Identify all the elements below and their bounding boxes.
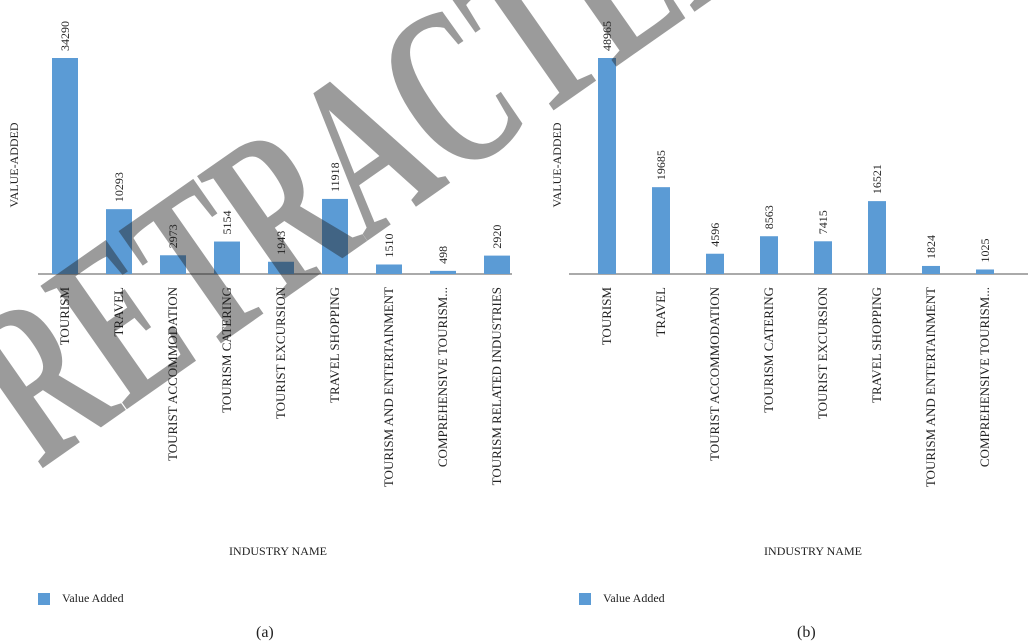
category-label: COMPREHENSIVE TOURISM... bbox=[435, 287, 450, 467]
category-label: TOURIST ACCOMMODATION bbox=[165, 286, 180, 461]
bar bbox=[868, 201, 886, 274]
bar bbox=[160, 255, 186, 274]
bar bbox=[322, 198, 348, 274]
legend-a: Value Added bbox=[38, 591, 124, 606]
data-label: 4596 bbox=[708, 223, 722, 247]
category-label: TRAVEL bbox=[653, 287, 668, 337]
bar-chart-b: VALUE-ADDED 48965 TOURISM 19685 TRAVEL 4596 TO… bbox=[550, 21, 1028, 558]
bar bbox=[214, 241, 240, 274]
bar bbox=[760, 236, 778, 274]
category-label: TRAVEL SHOPPING bbox=[869, 287, 884, 403]
bar bbox=[706, 253, 724, 274]
category-label: TOURISM bbox=[599, 287, 614, 346]
data-label: 498 bbox=[436, 246, 450, 264]
category-label: TRAVEL bbox=[111, 287, 126, 337]
x-axis-label: INDUSTRY NAME bbox=[229, 544, 327, 558]
bar bbox=[922, 265, 940, 274]
data-label: 10293 bbox=[112, 172, 126, 202]
category-label: TOURISM CATERING bbox=[761, 287, 776, 413]
legend-b: Value Added bbox=[579, 591, 665, 606]
data-label: 19685 bbox=[654, 150, 668, 180]
data-label: 7415 bbox=[816, 210, 830, 234]
category-label: TOURIST EXCURSION bbox=[815, 286, 830, 419]
legend-swatch-b bbox=[579, 592, 591, 605]
bar bbox=[484, 255, 510, 274]
category-label: TOURISM RELATED INDUSTRIES bbox=[489, 287, 504, 485]
data-label: 48965 bbox=[600, 21, 614, 51]
bar bbox=[268, 261, 294, 274]
category-label: TOURISM bbox=[57, 287, 72, 346]
bar bbox=[52, 58, 78, 274]
data-label: 16521 bbox=[870, 164, 884, 194]
bar bbox=[598, 58, 616, 274]
panel-caption-a: (a) bbox=[256, 624, 274, 641]
category-label: TOURISM CATERING bbox=[219, 287, 234, 413]
legend-label-a: Value Added bbox=[62, 591, 124, 605]
data-label: 1824 bbox=[924, 235, 938, 259]
legend-label-b: Value Added bbox=[603, 591, 665, 605]
bar bbox=[814, 241, 832, 274]
category-label: TRAVEL SHOPPING bbox=[327, 287, 342, 403]
x-axis-label: INDUSTRY NAME bbox=[764, 544, 862, 558]
bar bbox=[376, 264, 402, 274]
bar-chart-a: VALUE-ADDED 34290 TOURISM 10293 TRAVEL 2973 TO… bbox=[7, 21, 512, 558]
category-label: TOURISM AND ENTERTAINMENT bbox=[923, 287, 938, 487]
y-axis-label: VALUE-ADDED bbox=[550, 122, 564, 207]
data-label: 5154 bbox=[220, 211, 234, 235]
data-label: 34290 bbox=[58, 21, 72, 51]
data-label: 1943 bbox=[274, 231, 288, 255]
data-label: 1025 bbox=[978, 238, 992, 262]
data-label: 2973 bbox=[166, 224, 180, 248]
y-axis-label: VALUE-ADDED bbox=[7, 122, 21, 207]
data-label: 1510 bbox=[382, 233, 396, 257]
bar bbox=[106, 209, 132, 274]
legend-swatch-a bbox=[38, 592, 50, 605]
panel-caption-b: (b) bbox=[797, 624, 816, 641]
data-label: 2920 bbox=[490, 225, 504, 249]
bar bbox=[430, 270, 456, 274]
bar bbox=[976, 269, 994, 274]
bar bbox=[652, 187, 670, 274]
category-label: TOURIST ACCOMMODATION bbox=[707, 286, 722, 461]
category-label: TOURISM AND ENTERTAINMENT bbox=[381, 287, 396, 487]
data-label: 8563 bbox=[762, 205, 776, 229]
data-label: 11918 bbox=[328, 162, 342, 192]
category-label: COMPREHENSIVE TOURISM... bbox=[977, 287, 992, 467]
category-label: TOURIST EXCURSION bbox=[273, 286, 288, 419]
